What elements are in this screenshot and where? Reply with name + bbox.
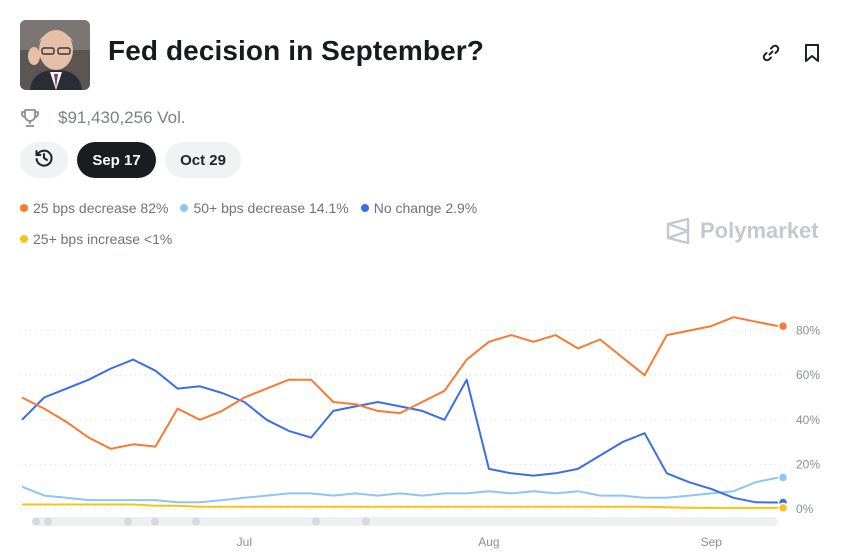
history-clock-icon: [34, 148, 54, 172]
x-tick-label: Sep: [701, 535, 723, 549]
range-slider-marker: [362, 517, 370, 526]
page-title: Fed decision in September?: [108, 35, 485, 66]
legend-dot: [20, 204, 28, 212]
bookmark-icon[interactable]: [801, 42, 823, 64]
range-slider-marker: [44, 517, 52, 526]
chart-legend: 25 bps decrease 82% 50+ bps decrease 14.…: [20, 198, 489, 218]
polymarket-logo-icon: [666, 217, 690, 245]
legend-item-25bps-decrease[interactable]: 25 bps decrease 82%: [20, 200, 168, 216]
chart-legend-row-2: 25+ bps increase <1%: [20, 229, 184, 249]
range-slider-marker: [151, 517, 159, 526]
y-tick-label: 60%: [796, 368, 820, 382]
series-end-dot: [777, 502, 789, 514]
y-tick-label: 40%: [796, 413, 820, 427]
volume-row: $91,430,256 Vol.: [20, 106, 186, 130]
polymarket-watermark: Polymarket: [666, 217, 819, 245]
legend-item-25bps-increase[interactable]: 25+ bps increase <1%: [20, 231, 172, 247]
series-end-markers: [777, 320, 789, 514]
link-icon[interactable]: [760, 42, 782, 64]
y-tick-label: 20%: [796, 457, 820, 471]
range-slider-marker: [32, 517, 40, 526]
x-tick-label: Jul: [237, 535, 252, 549]
tab-sep-17[interactable]: Sep 17: [77, 142, 156, 178]
series-line-25-bps-decrease: [21, 316, 779, 450]
y-tick-label: 0%: [796, 502, 814, 516]
series-end-dot: [777, 320, 789, 332]
y-axis-labels: 80% 60% 40% 20% 0%: [796, 324, 820, 516]
series-line-no-change: [21, 358, 779, 504]
watermark-text: Polymarket: [700, 218, 819, 243]
trophy-icon: [20, 107, 42, 129]
tab-oct-29[interactable]: Oct 29: [165, 142, 241, 178]
series-line-50-bps-decrease: [21, 476, 779, 504]
x-tick-label: Aug: [478, 535, 499, 549]
chart-range-slider: [32, 517, 778, 526]
range-slider-marker: [312, 517, 320, 526]
legend-dot: [180, 204, 189, 212]
chart-series: [21, 316, 779, 509]
chart-grid: [20, 330, 790, 510]
legend-dot: [360, 204, 369, 212]
range-slider-track: [34, 517, 778, 526]
market-avatar: [20, 20, 90, 90]
x-axis-labels: Jul Aug Sep: [237, 535, 723, 549]
series-end-dot: [777, 472, 789, 483]
range-slider-marker: [124, 517, 132, 526]
series-line-25-bps-increase: [22, 503, 778, 509]
y-tick-label: 80%: [796, 324, 820, 338]
range-slider-marker: [192, 517, 200, 526]
legend-item-50bps-decrease[interactable]: 50+ bps decrease 14.1%: [180, 200, 349, 216]
volume-value: $91,430,256 Vol.: [58, 108, 186, 127]
legend-item-no-change[interactable]: No change 2.9%: [360, 200, 477, 216]
history-button[interactable]: [20, 142, 68, 178]
price-history-chart[interactable]: 80% 60% 40% 20% 0% Jul Aug Sep: [0, 280, 847, 557]
legend-dot: [20, 235, 28, 243]
